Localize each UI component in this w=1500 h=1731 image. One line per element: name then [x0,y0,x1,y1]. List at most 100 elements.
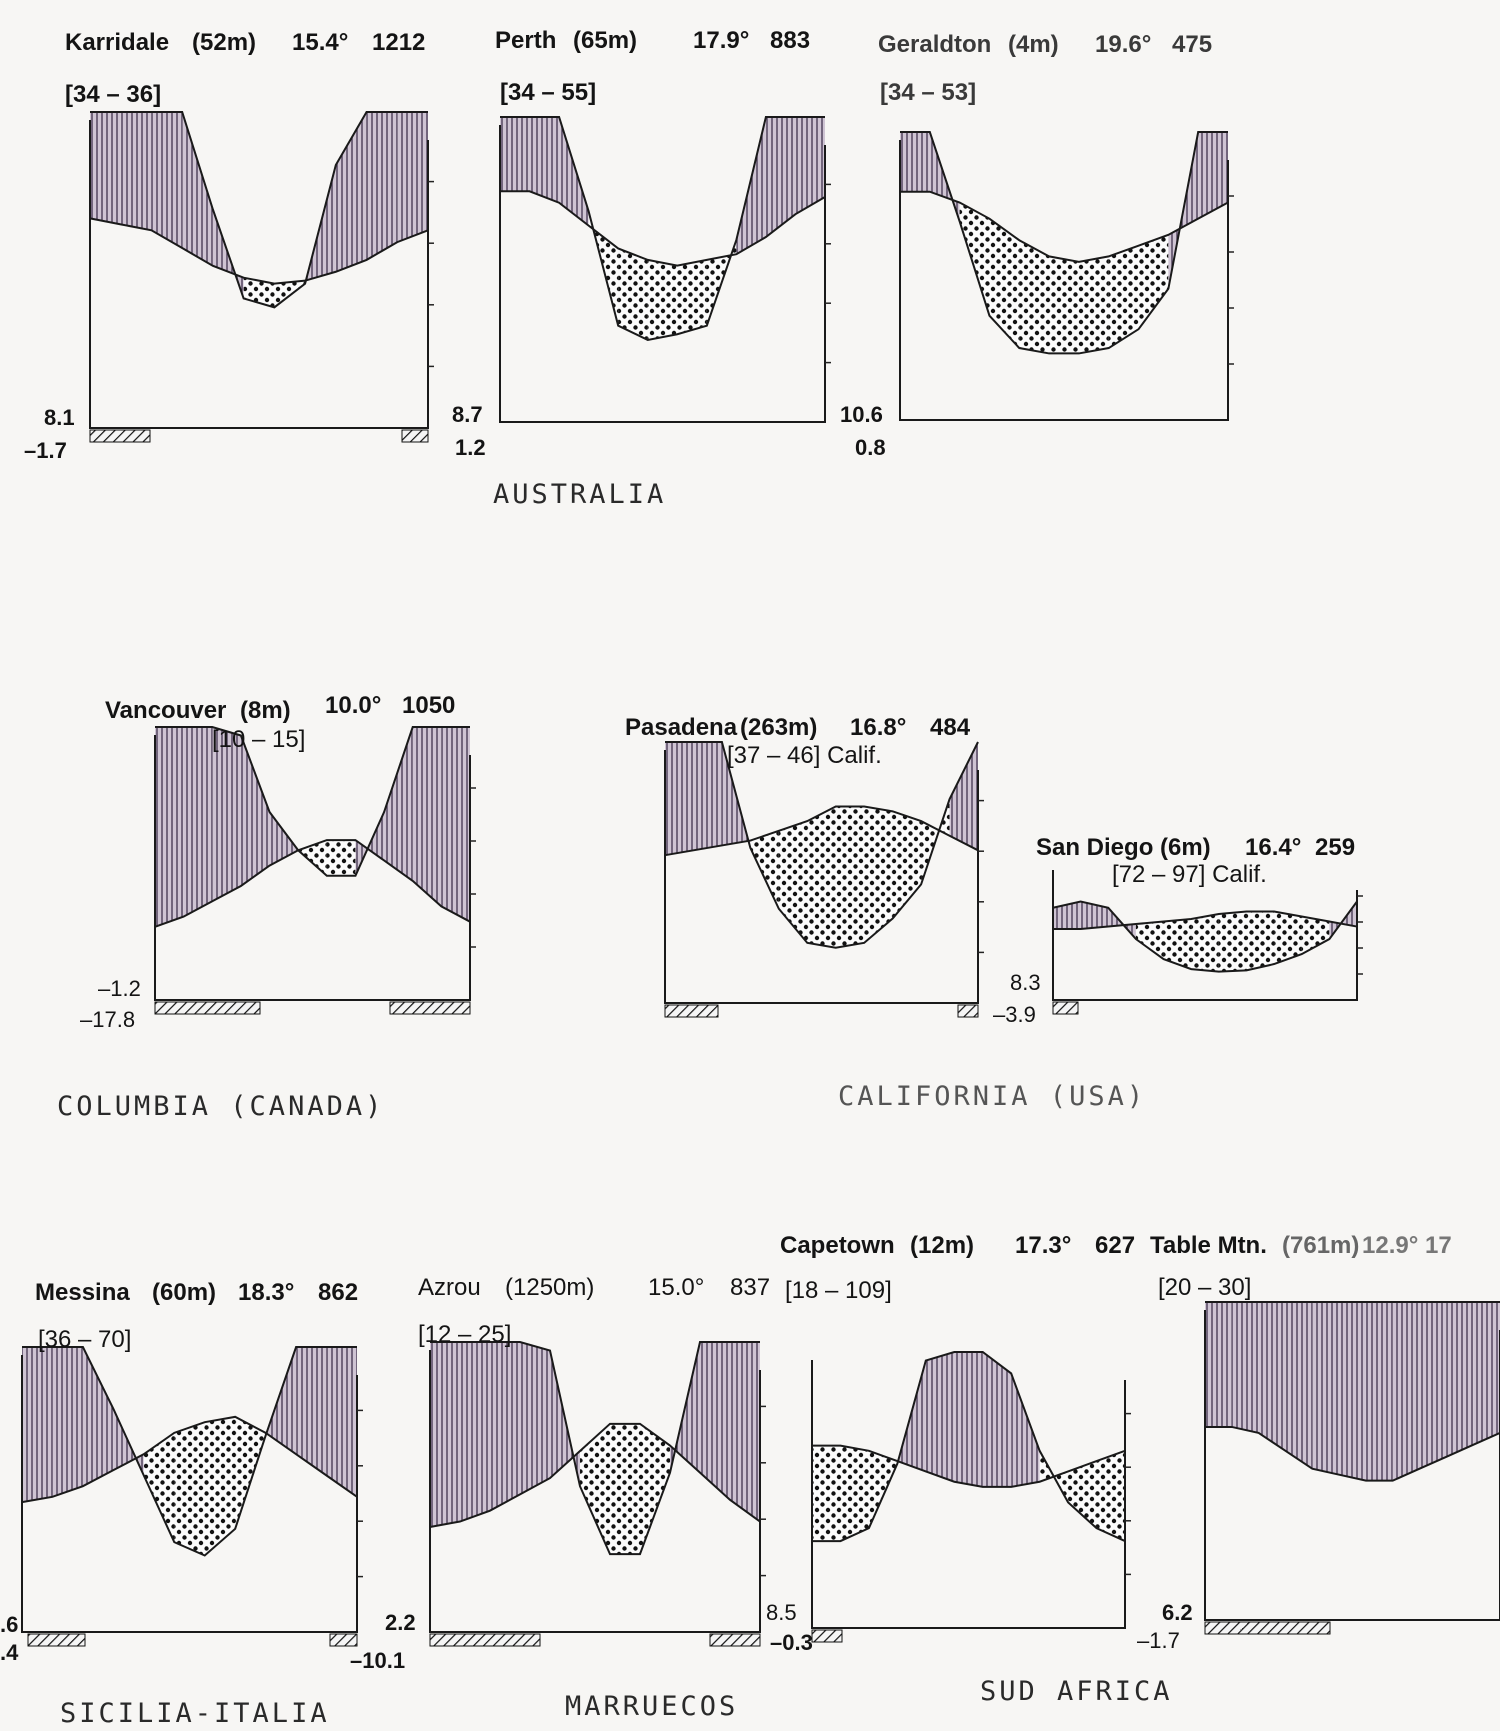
humid-period-band [183,727,213,917]
temperature-curve [900,190,1229,263]
humid-period-band [82,1347,114,1487]
station-mean-temp: 10.0° [325,692,381,719]
temperature-curve [154,839,471,928]
humid-period-band [982,1352,1012,1487]
diagram-frame [89,120,429,429]
frost-period-bar [1204,1621,1331,1635]
humid-period-band [765,117,796,238]
diagram-karridale: Karridale (52m) 15.4° 1212 [34 – 36] 8.1… [24,29,425,463]
frost-period-bar [401,429,429,443]
diagram-frame [499,125,826,423]
humid-period-band [182,112,213,266]
humid-period-band [120,112,152,231]
temperature-curve [1053,910,1358,931]
station-name: Azrou [418,1274,481,1301]
humid-period-band [1473,1302,1500,1445]
temperature-curve [664,805,979,857]
station-elevation: (60m) [152,1279,216,1306]
arid-period-band [959,202,990,316]
station-temp-min: .4 [0,1640,19,1665]
arid-period-band [610,1423,640,1555]
station-years: [34 – 53] [880,79,976,106]
humid-period-band [1392,1302,1420,1481]
station-mean-temp: 16.8° [850,714,906,741]
plot-area-san-diego [1052,870,1363,1015]
humid-period-band [1198,132,1228,219]
region-label-california: CALIFORNIA (USA) [838,1081,1146,1112]
arid-period-band [840,1445,869,1542]
humid-period-band [151,112,183,249]
station-years: [36 – 70] [38,1326,131,1353]
region-label-marruecos: MARRUECOS [565,1691,738,1722]
arid-period-band [868,1450,898,1529]
station-precip: 627 [1095,1232,1135,1259]
station-elevation: (1250m) [505,1274,594,1301]
humid-period-band [1011,1373,1040,1487]
station-elevation: (6m) [1160,834,1211,861]
arid-period-band [807,806,836,948]
station-precip: 259 [1315,834,1355,861]
humid-period-band [1446,1302,1474,1457]
arid-period-band [750,830,779,909]
station-name: Table Mtn. [1150,1232,1267,1259]
station-mean-temp: 18.3° [238,1279,294,1306]
plot-area-vancouver [154,726,476,1015]
plot-area-capetown [811,1351,1131,1643]
station-years: [20 – 30] [1158,1274,1251,1301]
humid-period-band [240,735,270,886]
station-elevation: (12m) [910,1232,974,1259]
humid-period-band [1258,1302,1286,1451]
frost-period-bar [89,429,151,443]
humid-period-band [529,117,560,203]
arid-period-band [864,806,893,943]
arid-period-band [647,259,678,340]
humid-period-band [52,1347,83,1497]
humid-period-band [430,1342,460,1527]
station-years: [34 – 36] [65,81,161,108]
station-elevation: (263m) [740,714,817,741]
diagram-vancouver: Vancouver (8m) 10.0° 1050 [10 – 15] –1.2… [80,692,455,1032]
diagram-frame [21,1355,358,1633]
arid-period-band [1301,916,1330,955]
station-mean-temp: 15.0° [648,1274,704,1301]
diagram-frame [154,735,471,1001]
station-temp-max: 6.2 [1162,1600,1193,1625]
diagram-pasadena: Pasadena (263m) 16.8° 484 [37 – 46] Cali… [625,714,971,769]
station-name: Capetown [780,1232,895,1259]
arid-period-band [1049,256,1079,354]
precipitation-curve [900,131,1228,355]
station-years: [10 – 15] [212,726,305,753]
plot-area-geraldton [899,131,1234,421]
humid-period-band [1080,901,1109,930]
station-years: [72 – 97] Calif. [1112,861,1267,888]
station-precip: 862 [318,1279,358,1306]
frost-period-bar [1052,1001,1079,1015]
station-name: Geraldton [878,31,991,58]
frost-period-bar [811,1629,843,1643]
station-years: [34 – 55] [500,79,596,106]
plot-area-azrou [429,1341,766,1647]
frost-period-bar [709,1633,761,1647]
station-temp-max: 8.5 [766,1600,797,1625]
diagram-frame [811,1360,1126,1629]
precipitation-curve [665,741,979,949]
temperature-curve [500,190,826,267]
diagram-messina: Messina (60m) 18.3° 862 [36 – 70] .6 .4 [0,1279,358,1665]
diagram-frame [899,140,1229,421]
diagram-perth: Perth (65m) 17.9° 883 [34 – 55] 8.7 1.2 [452,27,810,460]
arid-period-band [1274,911,1302,965]
precipitation-curve [430,1341,760,1556]
humid-period-band [900,132,930,192]
station-precip: 475 [1172,31,1212,58]
humid-period-band [113,1408,144,1476]
humid-period-band [155,727,184,927]
arid-period-band [204,1416,236,1556]
station-elevation: (8m) [240,697,291,724]
station-temp-max: 2.2 [385,1610,416,1635]
diagram-capetown: Capetown (12m) 17.3° 627 [18 – 109] 8.5 … [766,1232,1135,1655]
humid-period-band [296,1347,327,1476]
arid-period-band [174,1422,205,1556]
arid-period-band [1135,921,1164,960]
precipitation-curve [90,111,428,309]
